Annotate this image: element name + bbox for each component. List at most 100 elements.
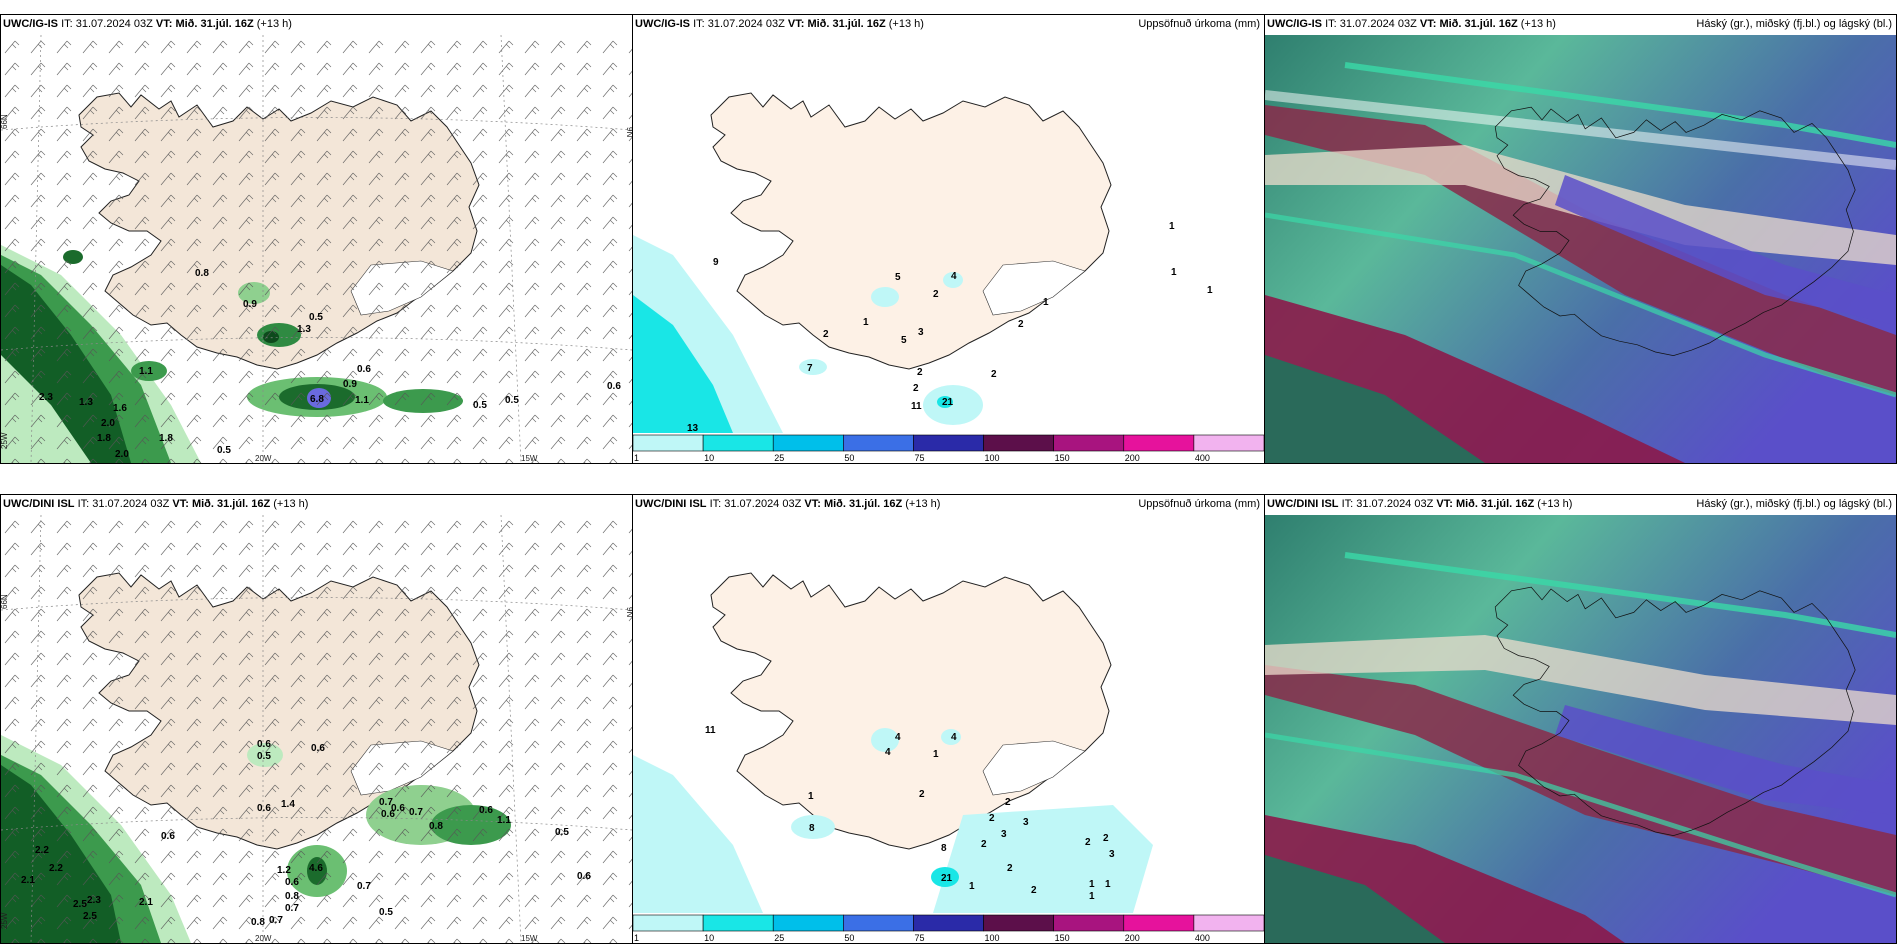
precip-label: 2.1 (21, 875, 35, 886)
accum-label: 2 (1085, 837, 1091, 848)
precip-label: 0.6 (577, 871, 591, 882)
precip-label: 1.1 (497, 815, 511, 826)
colorbar-tick: 25 (774, 453, 784, 463)
precip-label: 0.6 (257, 739, 271, 750)
colorbar-tick: 150 (1055, 933, 1070, 943)
accum-label: 1 (1089, 891, 1095, 902)
accum-label: 4 (895, 732, 901, 743)
accum-label: 11 (911, 401, 922, 412)
panel-header: UWC/IG-IS IT: 31.07.2024 03Z VT: Mið. 31… (635, 18, 924, 30)
precip-label: 1.4 (281, 799, 295, 810)
accum-label: 2 (1018, 319, 1024, 330)
precip-label: 0.6 (607, 381, 621, 392)
colorbar-tick: 50 (844, 933, 854, 943)
accum-label: 3 (1109, 849, 1115, 860)
panel-title-right: Háský (gr.), miðský (fj.bl.) og lágský (… (1696, 18, 1892, 30)
accum-label: 5 (901, 335, 907, 346)
accum-label: 2 (981, 839, 987, 850)
accum-label: 2 (989, 813, 995, 824)
accum-label: 3 (918, 327, 924, 338)
accum-label: 2 (1005, 797, 1011, 808)
panel-header: UWC/DINI ISL IT: 31.07.2024 03Z VT: Mið.… (1267, 498, 1573, 510)
precip-label: 0.5 (217, 445, 231, 456)
accum-label: 1 (933, 749, 939, 760)
colorbar-swatch (843, 914, 914, 932)
precip-label: 2.5 (83, 911, 97, 922)
precip-label: 2.2 (35, 845, 49, 856)
colorbar-swatch (633, 434, 704, 452)
colorbar-swatch (1053, 914, 1125, 932)
cloud-cover-panel-dini: UWC/DINI ISL IT: 31.07.2024 03Z VT: Mið.… (1264, 494, 1897, 944)
precip-label: 0.6 (381, 809, 395, 820)
accum-label: 2 (933, 289, 939, 300)
precip-label: 1.2 (277, 865, 291, 876)
accum-label: 2 (1103, 833, 1109, 844)
colorbar-tick: 75 (914, 453, 924, 463)
accum-label: 3 (1001, 829, 1007, 840)
precip-label: 0.8 (429, 821, 443, 832)
colorbar: 1 10 25 50 75 100 150 200 400 (633, 433, 1264, 463)
colorbar-tick: 200 (1125, 453, 1140, 463)
precip-label: 2.5 (73, 899, 87, 910)
wind-precip-panel-dini: UWC/DINI ISL IT: 31.07.2024 03Z VT: Mið.… (0, 494, 633, 944)
colorbar-swatch (772, 434, 844, 452)
accum-label: 21 (941, 873, 953, 884)
axis-label: 9N (625, 127, 632, 137)
accum-label: 2 (991, 369, 997, 380)
accum-label: 1 (1089, 879, 1095, 890)
accum-label: 1 (1207, 285, 1213, 296)
cloud-cover-panel-ig: UWC/IG-IS IT: 31.07.2024 03Z VT: Mið. 31… (1264, 14, 1897, 464)
accum-label: 2 (919, 789, 925, 800)
colorbar-swatch (1123, 434, 1195, 452)
precip-label: 1.3 (79, 397, 93, 408)
colorbar-swatch (983, 914, 1054, 932)
colorbar-swatch (1193, 914, 1264, 932)
precip-label: 2.2 (49, 863, 63, 874)
accum-label: 8 (809, 823, 815, 834)
axis-label: 25W (1, 912, 9, 929)
axis-label: 25W (1, 432, 9, 449)
precip-label: 1.3 (297, 324, 311, 335)
axis-label: 66N (1, 114, 9, 129)
precip-label: 0.7 (357, 881, 371, 892)
panel-title-right: Uppsöfnuð úrkoma (mm) (1138, 18, 1260, 30)
accum-label: 1 (1171, 267, 1177, 278)
accum-label: 11 (705, 725, 716, 736)
panel-header: UWC/IG-IS IT: 31.07.2024 03Z VT: Mið. 31… (1267, 18, 1556, 30)
colorbar-swatch (1193, 434, 1264, 452)
precip-label: 0.9 (343, 379, 357, 390)
colorbar-tick: 400 (1195, 453, 1210, 463)
colorbar-tick: 200 (1125, 933, 1140, 943)
colorbar-swatch (702, 914, 774, 932)
precip-label: 0.7 (409, 807, 423, 818)
accum-label: 2 (823, 329, 829, 340)
accum-label: 1 (863, 317, 869, 328)
precip-label: 0.5 (555, 827, 569, 838)
panel-title-right: Háský (gr.), miðský (fj.bl.) og lágský (… (1696, 498, 1892, 510)
panel-header: UWC/IG-IS IT: 31.07.2024 03Z VT: Mið. 31… (3, 18, 292, 30)
precip-label: 1.1 (355, 395, 369, 406)
precip-label: 2.3 (87, 895, 101, 906)
accum-precip-map: 9 5 4 2 1 3 2 2 5 7 2 2 2 1 1 1 13 21 11… (633, 35, 1264, 433)
colorbar-tick: 150 (1055, 453, 1070, 463)
accum-label: 2 (1031, 885, 1037, 896)
precip-label: 2.0 (101, 418, 115, 429)
precip-label: 1.1 (139, 366, 153, 377)
precip-label: 0.7 (269, 915, 283, 926)
axis-label: 20W (255, 934, 272, 943)
precip-label: 6.8 (310, 394, 324, 405)
axis-label: 66N (1, 594, 9, 609)
precip-label: 0.6 (285, 877, 299, 888)
accum-label: 2 (1007, 863, 1013, 874)
axis-label: 15W (521, 934, 538, 943)
panel-header: UWC/DINI ISL IT: 31.07.2024 03Z VT: Mið.… (3, 498, 309, 510)
precip-label: 0.8 (195, 268, 209, 279)
accum-label: 2 (913, 383, 919, 394)
accum-label: 1 (808, 791, 814, 802)
colorbar-swatch (843, 434, 914, 452)
precip-label: 0.5 (309, 312, 323, 323)
accum-label: 1 (1105, 879, 1111, 890)
colorbar-swatch (1053, 434, 1125, 452)
accum-label: 1 (1043, 297, 1049, 308)
precip-label: 0.6 (391, 803, 405, 814)
